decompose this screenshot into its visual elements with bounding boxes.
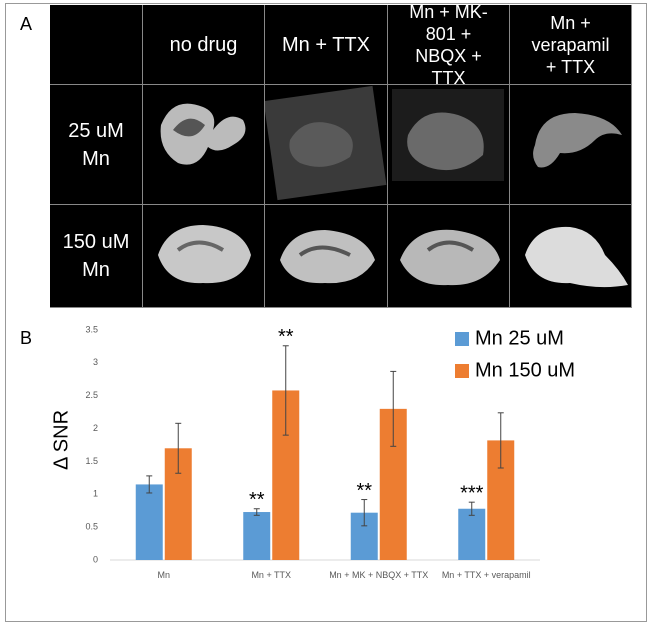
x-tick-label: Mn + TTX + verapamil: [441, 570, 531, 580]
frame: [5, 3, 647, 622]
column-header: no drug: [143, 5, 265, 85]
column-header: Mn + verapamil + TTX: [510, 5, 632, 85]
legend-label: Mn 25 uM: [475, 327, 564, 349]
x-tick-label: Mn + TTX: [251, 570, 292, 580]
y-tick-label: 0.5: [85, 522, 98, 532]
y-axis-label: Δ SNR: [50, 410, 72, 470]
y-tick-label: 1.5: [85, 456, 98, 466]
corner-cell: [50, 5, 143, 85]
x-tick-label: Mn + MK + NBQX + TTX: [329, 570, 429, 580]
bar: [458, 508, 486, 560]
slice-image: [388, 205, 510, 308]
slice-image: [265, 85, 388, 205]
significance-label: **: [356, 480, 372, 502]
slice-image: [388, 85, 510, 205]
x-tick-label: Mn: [157, 570, 170, 580]
row-header: 25 uM Mn: [50, 85, 143, 205]
legend-swatch: [455, 332, 469, 346]
column-header: Mn + MK-801 + NBQX + TTX: [388, 5, 510, 85]
y-tick-label: 3.5: [85, 324, 98, 334]
significance-label: **: [249, 489, 265, 511]
column-header: Mn + TTX: [265, 5, 388, 85]
slice-image: [143, 205, 265, 308]
legend-swatch: [455, 364, 469, 378]
panel-letter: B: [20, 328, 33, 348]
panel-letter: A: [20, 14, 33, 34]
bar: [243, 512, 271, 560]
y-tick-label: 1: [93, 489, 98, 499]
y-tick-label: 0: [93, 554, 98, 564]
y-tick-label: 2.5: [85, 390, 98, 400]
significance-label: **: [278, 326, 294, 348]
image-grid: no drug Mn + TTX Mn + MK-801 + NBQX + TT…: [50, 5, 632, 308]
legend-label: Mn 150 uM: [475, 359, 575, 381]
y-tick-label: 3: [93, 357, 98, 367]
slice-image: [143, 85, 265, 205]
significance-label: ***: [460, 482, 484, 504]
slice-image: [265, 205, 388, 308]
bar: [135, 484, 163, 560]
slice-image: [510, 205, 632, 308]
slice-image: [510, 85, 632, 205]
row-header: 150 uM Mn: [50, 205, 143, 308]
y-tick-label: 2: [93, 423, 98, 433]
